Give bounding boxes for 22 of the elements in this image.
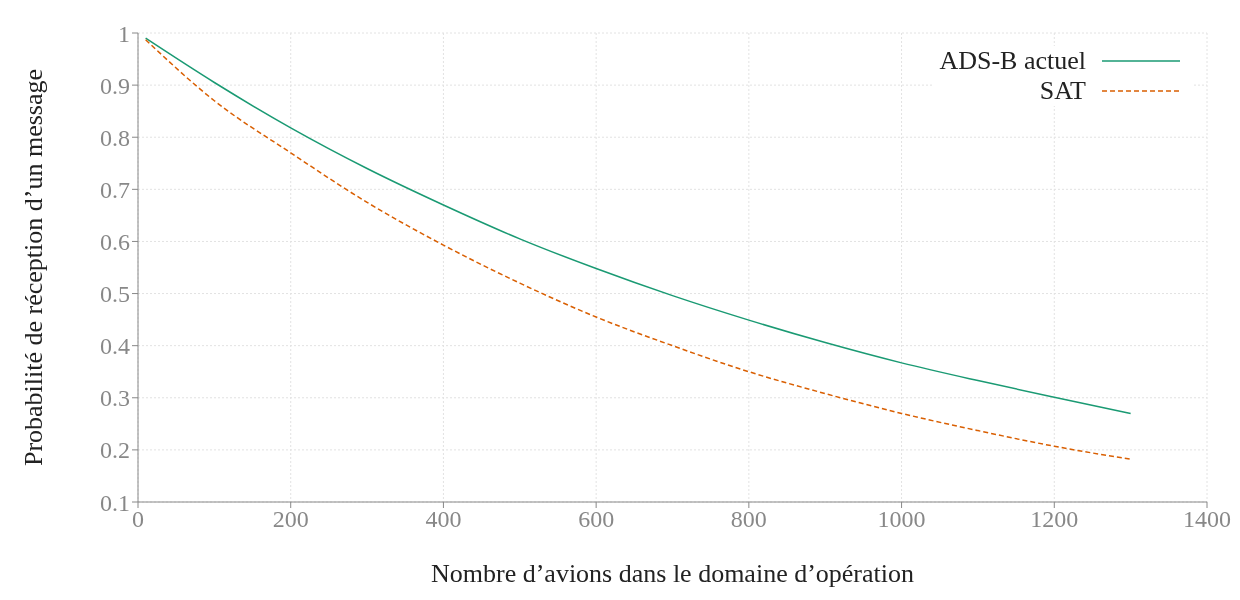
y-tick-label: 0.6 <box>100 228 130 255</box>
x-tick-label: 1000 <box>877 506 926 533</box>
y-tick-label: 1 <box>118 20 130 47</box>
y-tick-label: 0.8 <box>100 124 130 151</box>
x-tick-label: 0 <box>132 506 144 533</box>
y-tick-label: 0.3 <box>100 385 130 412</box>
x-tick-label: 800 <box>730 506 767 533</box>
x-tick-label: 600 <box>578 506 615 533</box>
y-tick-label: 0.2 <box>100 437 130 464</box>
legend-label: ADS-B actuel <box>939 46 1086 76</box>
y-tick-label: 0.7 <box>100 176 130 203</box>
x-tick-label: 1200 <box>1030 506 1079 533</box>
y-tick-label: 0.5 <box>100 281 130 308</box>
y-tick-label: 0.9 <box>100 72 130 99</box>
legend-label: SAT <box>1039 76 1086 106</box>
x-axis-title: Nombre d’avions dans le domaine d’opération <box>430 559 915 588</box>
x-tick-label: 400 <box>425 506 462 533</box>
y-tick-label: 0.4 <box>100 333 130 360</box>
x-tick-label: 1400 <box>1183 506 1231 533</box>
y-axis-title: Probabilité de réception d’un message <box>19 68 49 467</box>
x-tick-label: 200 <box>272 506 309 533</box>
y-tick-label: 0.1 <box>100 489 130 516</box>
